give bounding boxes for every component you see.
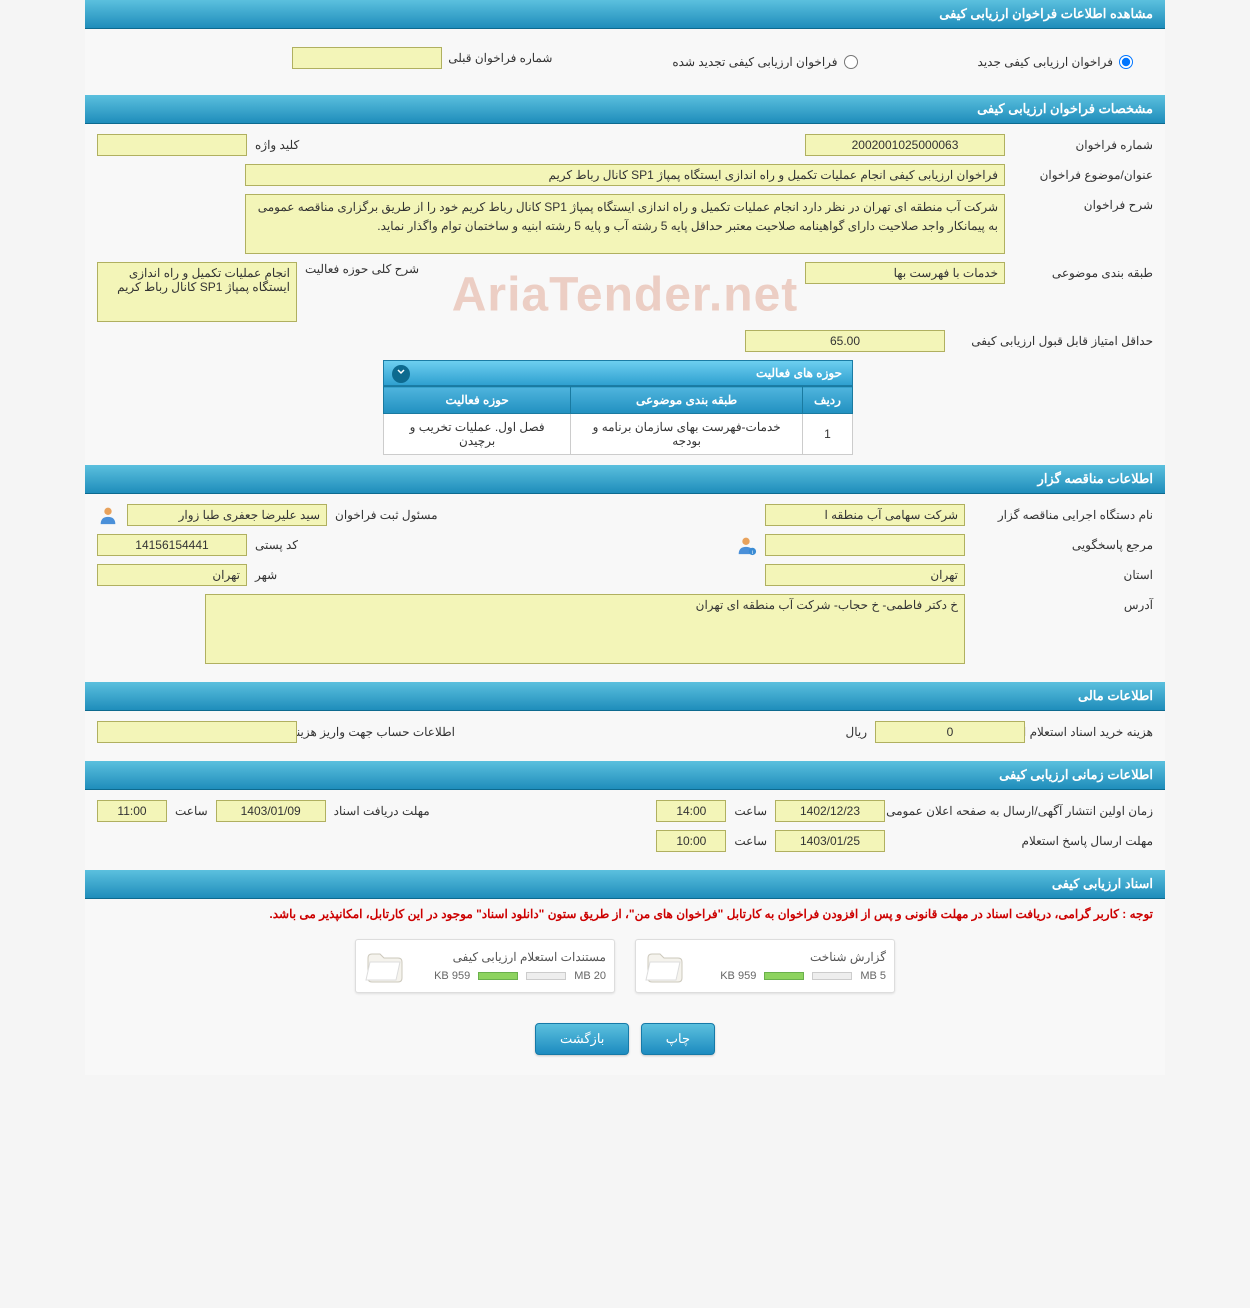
collapse-icon[interactable]: [392, 365, 410, 383]
activity-desc-field: انجام عملیات تکمیل و راه اندازی ایستگاه …: [97, 262, 297, 322]
activity-desc-label: شرح کلی حوزه فعالیت: [305, 262, 419, 276]
th-category: طبقه بندی موضوعی: [571, 387, 803, 414]
progress-bar-fill: [764, 972, 804, 980]
print-button[interactable]: چاپ: [641, 1023, 715, 1055]
doc-card[interactable]: مستندات استعلام ارزیابی کیفی 20 MB 959 K…: [355, 939, 615, 993]
call-number-field: 2002001025000063: [805, 134, 1005, 156]
docs-notice: توجه : کاربر گرامی، دریافت اسناد در مهلت…: [85, 899, 1165, 929]
timing-section-header: اطلاعات زمانی ارزیابی کیفی: [85, 761, 1165, 790]
progress-bar-empty: [526, 972, 566, 980]
td-area: فصل اول. عملیات تخریب و برچیدن: [384, 414, 571, 455]
financial-section-header: اطلاعات مالی: [85, 682, 1165, 711]
prev-number-label: شماره فراخوان قبلی: [448, 51, 552, 65]
response-label: مهلت ارسال پاسخ استعلام: [893, 834, 1153, 848]
city-label: شهر: [255, 568, 277, 582]
prev-number-field: [292, 47, 442, 69]
response-hour-label: ساعت: [734, 834, 767, 848]
province-label: استان: [973, 568, 1153, 582]
call-type-row: فراخوان ارزیابی کیفی جدید فراخوان ارزیاب…: [97, 39, 1153, 85]
call-desc-label: شرح فراخوان: [1013, 194, 1153, 212]
receive-date-field: 1403/01/09: [216, 800, 326, 822]
reg-label: مسئول ثبت فراخوان: [335, 508, 438, 522]
doc-size: 5 MB: [860, 970, 886, 982]
keyword-field: [97, 134, 247, 156]
response-date-field: 1403/01/25: [775, 830, 885, 852]
td-row: 1: [803, 414, 853, 455]
table-row: 1 خدمات-فهرست بهای سازمان برنامه و بودجه…: [384, 414, 853, 455]
min-score-label: حداقل امتیاز قابل قبول ارزیابی کیفی: [953, 334, 1153, 348]
doc-title: گزارش شناخت: [696, 950, 886, 964]
province-field: تهران: [765, 564, 965, 586]
radio-new-label: فراخوان ارزیابی کیفی جدید: [978, 55, 1113, 69]
radio-renewed-call[interactable]: فراخوان ارزیابی کیفی تجدید شده: [672, 55, 857, 69]
call-title-field: فراخوان ارزیابی کیفی انجام عملیات تکمیل …: [245, 164, 1005, 186]
category-label: طبقه بندی موضوعی: [1013, 262, 1153, 280]
reg-field: سید علیرضا جعفری طبا زوار: [127, 504, 327, 526]
receive-hour-field: 11:00: [97, 800, 167, 822]
activity-areas-table: ردیف طبقه بندی موضوعی حوزه فعالیت 1 خدما…: [383, 386, 853, 455]
postal-field: 14156154441: [97, 534, 247, 556]
tenderer-section-header: اطلاعات مناقصه گزار: [85, 465, 1165, 494]
td-category: خدمات-فهرست بهای سازمان برنامه و بودجه: [571, 414, 803, 455]
category-field: خدمات با فهرست بها: [805, 262, 1005, 284]
account-label: اطلاعات حساب جهت واریز هزینه خرید اسناد: [305, 725, 455, 739]
publish-hour-label: ساعت: [734, 804, 767, 818]
docs-section-header: اسناد ارزیابی کیفی: [85, 870, 1165, 899]
addr-label: آدرس: [973, 594, 1153, 612]
response-hour-field: 10:00: [656, 830, 726, 852]
keyword-label: کلید واژه: [255, 138, 299, 152]
publish-hour-field: 14:00: [656, 800, 726, 822]
respondent-label: مرجع پاسخگویی: [973, 538, 1153, 552]
activity-areas-title: حوزه های فعالیت: [756, 366, 842, 380]
addr-field: خ دکتر فاطمی- خ حجاب- شرکت آب منطقه ای ت…: [205, 594, 965, 664]
publish-label: زمان اولین انتشار آگهی/ارسال به صفحه اعل…: [893, 804, 1153, 818]
call-desc-field: شرکت آب منطقه ای تهران در نظر دارد انجام…: [245, 194, 1005, 254]
postal-label: کد پستی: [255, 538, 298, 552]
folder-icon: [644, 948, 686, 984]
cost-label: هزینه خرید اسناد استعلام ارزیابی کیفی: [1033, 725, 1153, 739]
svg-text:i: i: [752, 550, 753, 556]
org-label: نام دستگاه اجرایی مناقصه گزار: [973, 508, 1153, 522]
min-score-field: 65.00: [745, 330, 945, 352]
doc-size: 20 MB: [574, 970, 606, 982]
cost-field: 0: [875, 721, 1025, 743]
radio-new-call[interactable]: فراخوان ارزیابی کیفی جدید: [978, 55, 1133, 69]
radio-renewed-label: فراخوان ارزیابی کیفی تجدید شده: [672, 55, 837, 69]
person-icon: [97, 504, 119, 526]
receive-hour-label: ساعت: [175, 804, 208, 818]
th-area: حوزه فعالیت: [384, 387, 571, 414]
person-info-icon: i: [735, 534, 757, 556]
receive-label: مهلت دریافت اسناد: [334, 804, 430, 818]
currency-label: ریال: [845, 725, 867, 739]
call-title-label: عنوان/موضوع فراخوان: [1013, 168, 1153, 182]
doc-remaining: 959 KB: [720, 970, 756, 982]
doc-card[interactable]: گزارش شناخت 5 MB 959 KB: [635, 939, 895, 993]
folder-icon: [364, 948, 406, 984]
activity-areas-header: حوزه های فعالیت: [383, 360, 853, 386]
th-row: ردیف: [803, 387, 853, 414]
back-button[interactable]: بازگشت: [535, 1023, 629, 1055]
doc-title: مستندات استعلام ارزیابی کیفی: [416, 950, 606, 964]
progress-bar-empty: [812, 972, 852, 980]
respondent-field: [765, 534, 965, 556]
progress-bar-fill: [478, 972, 518, 980]
doc-remaining: 959 KB: [434, 970, 470, 982]
radio-new-input[interactable]: [1119, 55, 1133, 69]
city-field: تهران: [97, 564, 247, 586]
account-field: [97, 721, 297, 743]
publish-date-field: 1402/12/23: [775, 800, 885, 822]
spec-section-header: مشخصات فراخوان ارزیابی کیفی: [85, 95, 1165, 124]
radio-renewed-input[interactable]: [844, 55, 858, 69]
org-field: شرکت سهامی آب منطقه ا: [765, 504, 965, 526]
call-number-label: شماره فراخوان: [1013, 138, 1153, 152]
page-title: مشاهده اطلاعات فراخوان ارزیابی کیفی: [85, 0, 1165, 29]
